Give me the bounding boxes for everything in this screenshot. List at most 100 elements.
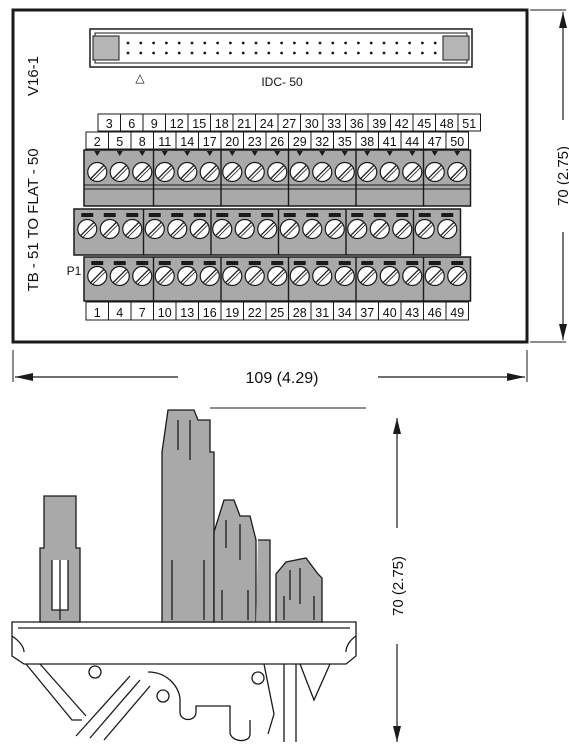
pin-number: 34	[338, 306, 352, 320]
pin-number: 51	[462, 117, 476, 131]
idc-pin	[126, 51, 130, 55]
pin-number: 36	[350, 117, 364, 131]
pin-number: 5	[116, 135, 123, 149]
pin-number: 8	[139, 135, 146, 149]
model-label: V16-1	[25, 56, 42, 96]
pin-number: 29	[293, 135, 307, 149]
pin-number: 37	[360, 306, 374, 320]
idc-pin	[165, 41, 168, 45]
width-dimension: 109 (4.29)	[12, 350, 528, 387]
pin-number: 47	[428, 135, 442, 149]
pin-number: 18	[215, 117, 229, 131]
pin-number: 3	[106, 117, 113, 131]
pin-number: 39	[372, 117, 386, 131]
idc-pin	[344, 41, 347, 45]
pin-number: 25	[270, 306, 284, 320]
idc-pin	[241, 41, 245, 45]
idc-pin	[382, 41, 386, 45]
pin-number: 44	[405, 135, 419, 149]
idc-pin	[254, 51, 258, 55]
height-dimension-side: 70 (2.75)	[210, 407, 407, 742]
height-dimension-top: 70 (2.75)	[530, 9, 569, 343]
pin-number: 27	[282, 117, 296, 131]
idc-pin	[254, 41, 258, 45]
pin-number: 21	[237, 117, 251, 131]
pin-number-cell	[445, 301, 469, 321]
idc-pin	[152, 41, 156, 45]
idc-pin	[318, 41, 322, 45]
pin-number: 32	[315, 135, 329, 149]
bottom-row-pin-numbers: 1 4 7 10 13 16 19 22 25 28 31 34 37 40 43 46 49	[85, 301, 469, 321]
idc-pin	[177, 51, 181, 55]
idc-pin	[357, 51, 360, 55]
pin-number: 20	[225, 135, 239, 149]
idc-pin	[241, 51, 245, 55]
idc-pin	[190, 51, 194, 55]
pin-number: 19	[225, 306, 239, 320]
width-label: 109 (4.29)	[246, 370, 319, 387]
middle-terminal-row	[73, 208, 462, 256]
pin-number: 9	[151, 117, 158, 131]
pin-number: 38	[360, 135, 374, 149]
height-label-top: 70 (2.75)	[555, 146, 569, 206]
pin-number: 14	[180, 135, 194, 149]
idc-pin	[433, 51, 437, 55]
idc-pin	[190, 41, 194, 45]
second-row-pin-numbers: 2 5 8 11 14 17 20 23 26 29 32 35 38 41 44 47 50	[85, 131, 469, 150]
p1-label: P1	[67, 264, 82, 278]
idc-pin	[293, 51, 296, 55]
pin-number: 41	[383, 135, 397, 149]
idc-pin	[369, 51, 373, 55]
idc-pin	[318, 51, 322, 55]
pin-number: 10	[158, 306, 172, 320]
idc-pin	[280, 51, 283, 55]
pin-number: 40	[383, 306, 397, 320]
pin1-marker: △	[135, 71, 145, 85]
idc-pin	[344, 51, 347, 55]
idc-pin	[229, 51, 232, 55]
pin-number: 42	[395, 117, 409, 131]
pin-number: 1	[94, 306, 101, 320]
idc-pin	[408, 51, 411, 55]
pin-number: 11	[158, 135, 171, 149]
idc-pin	[382, 51, 386, 55]
idc-pin	[267, 41, 271, 45]
idc-pin	[165, 51, 168, 55]
pin-number: 7	[139, 306, 146, 320]
idc-pin	[216, 41, 220, 45]
idc-pin	[280, 41, 283, 45]
idc-pin	[421, 41, 424, 45]
board-type-label: TB - 51 TO FLAT - 50	[25, 148, 42, 291]
top-row-pin-numbers: 3 6 9 12 15 18 21 24 27 30 33 36 39 42 45 48 51	[97, 113, 481, 132]
pin-number-cell	[445, 131, 469, 150]
idc-pin	[408, 41, 411, 45]
pin-number: 24	[260, 117, 274, 131]
pin-number: 23	[248, 135, 262, 149]
idc-pin	[305, 41, 309, 45]
idc-pin	[216, 51, 220, 55]
pin-number: 2	[94, 135, 101, 149]
idc-pin	[331, 41, 335, 45]
pin-number: 16	[203, 306, 217, 320]
pin-number: 43	[405, 306, 419, 320]
pin-number: 46	[428, 306, 442, 320]
idc-pin	[203, 41, 207, 45]
pin-number: 17	[203, 135, 217, 149]
pin-number: 12	[170, 117, 184, 131]
pin-number: 48	[440, 117, 454, 131]
pin-number: 26	[270, 135, 284, 149]
pin-number: 31	[315, 306, 329, 320]
idc-pin	[139, 51, 143, 55]
pin-number: 35	[338, 135, 352, 149]
pin-number: 33	[327, 117, 341, 131]
idc-pin	[395, 51, 399, 55]
idc-pin	[433, 41, 437, 45]
pin-number: 28	[293, 306, 307, 320]
side-view	[11, 409, 357, 742]
pin-number: 22	[248, 306, 262, 320]
idc-pin	[331, 51, 335, 55]
upper-terminal-row	[83, 149, 472, 207]
idc-pin	[369, 41, 373, 45]
pin-number: 30	[305, 117, 319, 131]
